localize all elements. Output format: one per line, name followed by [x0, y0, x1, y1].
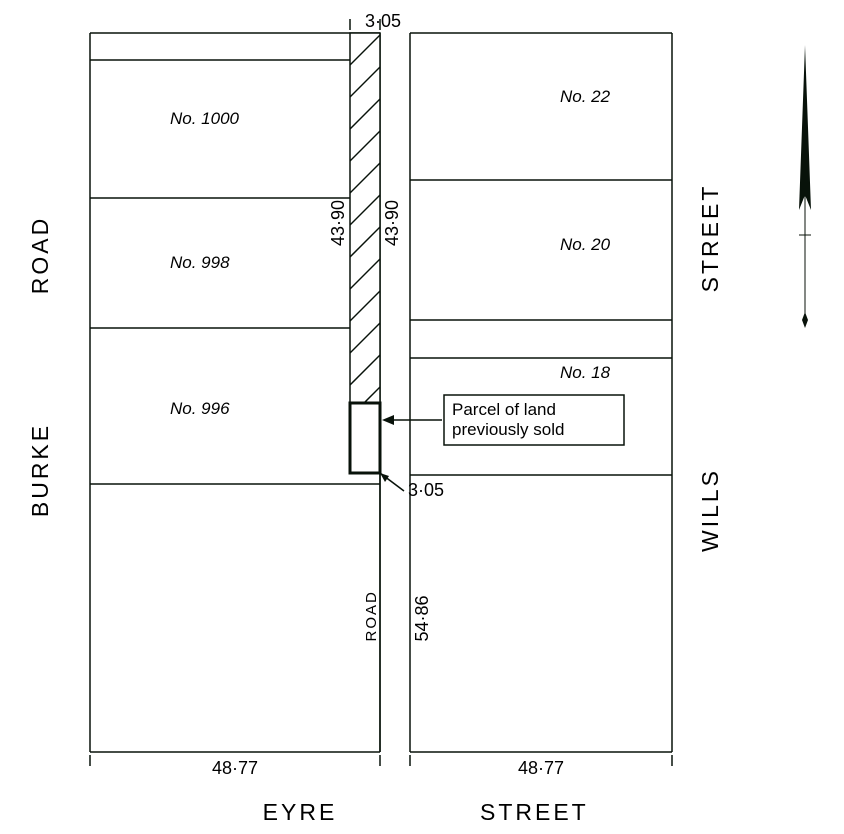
svg-text:No. 18: No. 18: [560, 363, 611, 382]
svg-text:ROAD: ROAD: [363, 590, 380, 641]
svg-text:No. 1000: No. 1000: [170, 109, 240, 128]
svg-text:ROAD: ROAD: [27, 216, 53, 294]
svg-text:3·05: 3·05: [408, 480, 444, 500]
svg-text:EYRE: EYRE: [263, 799, 338, 825]
svg-text:3·05: 3·05: [365, 11, 401, 31]
svg-text:No. 20: No. 20: [560, 235, 611, 254]
svg-text:WILLS: WILLS: [697, 468, 723, 552]
svg-text:54·86: 54·86: [412, 595, 432, 641]
svg-text:48·77: 48·77: [212, 758, 258, 778]
svg-text:43·90: 43·90: [328, 200, 348, 246]
svg-text:STREET: STREET: [697, 184, 723, 293]
svg-text:43·90: 43·90: [382, 200, 402, 246]
svg-text:48·77: 48·77: [518, 758, 564, 778]
svg-text:No. 998: No. 998: [170, 253, 230, 272]
svg-text:previously sold: previously sold: [452, 420, 564, 439]
svg-text:STREET: STREET: [480, 799, 589, 825]
svg-text:BURKE: BURKE: [27, 423, 53, 517]
svg-text:No. 996: No. 996: [170, 399, 230, 418]
svg-text:Parcel of land: Parcel of land: [452, 400, 556, 419]
svg-text:No. 22: No. 22: [560, 87, 611, 106]
